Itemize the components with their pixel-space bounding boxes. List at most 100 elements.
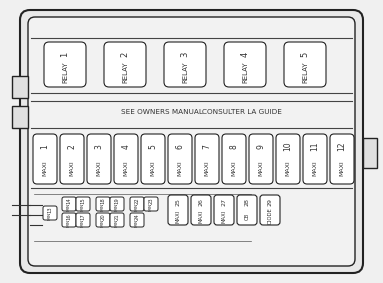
Text: 12: 12 (337, 142, 347, 151)
FancyBboxPatch shape (28, 17, 355, 266)
Text: MAXI: MAXI (43, 160, 47, 176)
Text: RELAY: RELAY (122, 62, 128, 83)
Text: MIN: MIN (81, 203, 85, 211)
FancyBboxPatch shape (276, 134, 300, 184)
Text: MAXI: MAXI (231, 160, 236, 176)
FancyBboxPatch shape (76, 213, 90, 227)
Text: 7: 7 (203, 144, 211, 149)
Text: RELAY: RELAY (62, 62, 68, 83)
Text: 10: 10 (283, 142, 293, 151)
Text: 9: 9 (257, 144, 265, 149)
FancyBboxPatch shape (110, 213, 124, 227)
Text: DIODE: DIODE (267, 208, 272, 224)
FancyBboxPatch shape (20, 10, 363, 273)
Text: MAXI: MAXI (175, 209, 180, 223)
Text: MIN: MIN (101, 219, 105, 227)
Text: 5: 5 (301, 52, 309, 57)
Text: MIN: MIN (135, 219, 139, 227)
Text: 17: 17 (80, 214, 85, 220)
Text: 14: 14 (67, 198, 72, 204)
Text: MIN: MIN (81, 219, 85, 227)
Text: 18: 18 (100, 198, 105, 204)
Text: RELAY: RELAY (242, 62, 248, 83)
FancyBboxPatch shape (62, 197, 76, 211)
Text: 13: 13 (47, 207, 52, 213)
Text: CONSULTER LA GUIDE: CONSULTER LA GUIDE (201, 109, 282, 115)
Text: MAXI: MAXI (97, 160, 101, 176)
FancyBboxPatch shape (130, 213, 144, 227)
FancyBboxPatch shape (130, 197, 144, 211)
Text: 4: 4 (121, 144, 131, 149)
FancyBboxPatch shape (164, 42, 206, 87)
FancyBboxPatch shape (33, 134, 57, 184)
Text: 19: 19 (115, 198, 119, 204)
Text: MAXI: MAXI (177, 160, 183, 176)
Text: MAXI: MAXI (313, 160, 318, 176)
Text: MIN: MIN (48, 212, 52, 220)
Text: 3: 3 (180, 52, 190, 57)
FancyBboxPatch shape (44, 42, 86, 87)
Polygon shape (30, 190, 355, 245)
Text: RELAY: RELAY (182, 62, 188, 83)
Text: 8: 8 (229, 144, 239, 149)
Text: MIN: MIN (135, 203, 139, 211)
Text: MAXI: MAXI (151, 160, 155, 176)
Text: SEE OWNERS MANUAL: SEE OWNERS MANUAL (121, 109, 203, 115)
FancyBboxPatch shape (96, 213, 110, 227)
Text: MAXI: MAXI (69, 160, 75, 176)
FancyBboxPatch shape (104, 42, 146, 87)
Text: 4: 4 (241, 52, 249, 57)
Text: MIN: MIN (115, 219, 119, 227)
FancyBboxPatch shape (260, 195, 280, 225)
FancyBboxPatch shape (222, 134, 246, 184)
Text: 2: 2 (67, 144, 77, 149)
Text: MAXI: MAXI (339, 160, 344, 176)
Text: 20: 20 (100, 214, 105, 220)
FancyBboxPatch shape (249, 134, 273, 184)
FancyBboxPatch shape (303, 134, 327, 184)
Bar (12, 106, 28, 128)
Text: 5: 5 (149, 144, 157, 149)
FancyBboxPatch shape (191, 195, 211, 225)
FancyBboxPatch shape (214, 195, 234, 225)
FancyBboxPatch shape (60, 134, 84, 184)
Text: 11: 11 (311, 142, 319, 151)
Text: RELAY: RELAY (302, 62, 308, 83)
FancyBboxPatch shape (237, 195, 257, 225)
Text: 24: 24 (134, 214, 139, 220)
Text: MAXI: MAXI (198, 209, 203, 223)
FancyBboxPatch shape (224, 42, 266, 87)
Text: CB: CB (244, 212, 249, 220)
Text: 27: 27 (221, 198, 226, 207)
FancyBboxPatch shape (284, 42, 326, 87)
Text: MAXI: MAXI (221, 209, 226, 223)
FancyBboxPatch shape (114, 134, 138, 184)
Text: MAXI: MAXI (123, 160, 129, 176)
FancyBboxPatch shape (144, 197, 158, 211)
FancyBboxPatch shape (168, 195, 188, 225)
Text: MAXI: MAXI (205, 160, 210, 176)
Text: 23: 23 (149, 198, 154, 204)
Bar (12, 76, 28, 98)
Text: 1: 1 (61, 52, 69, 57)
Text: 22: 22 (134, 198, 139, 204)
Text: 29: 29 (267, 198, 272, 207)
Bar (363, 138, 377, 168)
FancyBboxPatch shape (141, 134, 165, 184)
Text: MIN: MIN (115, 203, 119, 211)
FancyBboxPatch shape (96, 197, 110, 211)
FancyBboxPatch shape (195, 134, 219, 184)
Text: MIN: MIN (149, 203, 153, 211)
FancyBboxPatch shape (168, 134, 192, 184)
Text: MIN: MIN (101, 203, 105, 211)
Text: MAXI: MAXI (259, 160, 264, 176)
Text: MAXI: MAXI (285, 160, 290, 176)
FancyBboxPatch shape (76, 197, 90, 211)
FancyBboxPatch shape (62, 213, 76, 227)
Text: 2: 2 (121, 52, 129, 57)
Text: 3: 3 (95, 144, 103, 149)
Text: 26: 26 (198, 199, 203, 206)
Text: 25: 25 (175, 199, 180, 206)
Text: MIN: MIN (67, 219, 71, 227)
Text: 16: 16 (67, 214, 72, 220)
